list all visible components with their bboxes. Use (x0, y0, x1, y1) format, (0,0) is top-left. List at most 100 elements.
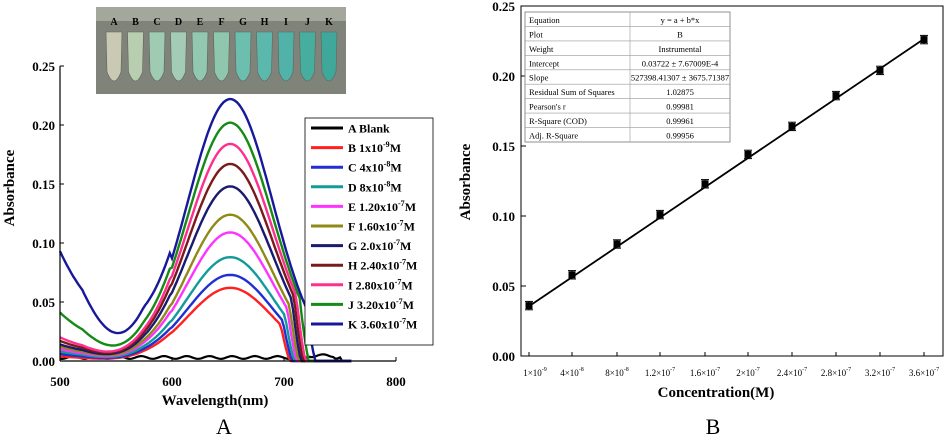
series-line (59, 121, 352, 363)
legend-item: G 2.0x10-7M (311, 238, 411, 253)
table-key: Pearson's r (529, 102, 566, 112)
vial-label: B (132, 17, 139, 28)
x-tick-label: 1.6×10-7 (690, 367, 720, 378)
vial: A (105, 17, 123, 82)
x-tick-label: 3.2×10-7 (865, 367, 895, 378)
x-tick-label: 700 (274, 374, 294, 389)
data-point (744, 149, 752, 160)
y-tick-label: 0.20 (492, 69, 515, 84)
fit-line (528, 38, 925, 308)
vial-tube (277, 31, 295, 82)
point-marker (832, 92, 840, 100)
legend-label: H 2.40x10-7M (348, 258, 417, 273)
vial-tube (148, 31, 166, 82)
vial-label: C (153, 17, 160, 28)
vial-label: A (110, 17, 118, 28)
legend-label: F 1.60x10-7M (348, 219, 415, 234)
data-point (920, 34, 928, 45)
vial-tube (256, 31, 273, 82)
table-row: Equation y = a + b*x (529, 15, 700, 25)
legend-item: E 1.20x10-7M (311, 199, 416, 214)
x-axis-title: Concentration(M) (658, 385, 775, 401)
vial-label: D (175, 17, 182, 28)
vial-label: E (197, 17, 204, 28)
y-tick-label: 0.10 (32, 236, 55, 251)
legend: A Blank B 1x10-9M C 4x10-8M D 8x10-8M E 1.20… (304, 117, 434, 346)
table-key: Slope (529, 73, 549, 83)
data-point (832, 90, 840, 101)
legend-item: H 2.40x10-7M (311, 258, 417, 273)
panel-label-b: B (706, 414, 721, 439)
data-point (613, 239, 621, 249)
table-row: Adj. R-Square 0.99956 (525, 127, 730, 141)
vial: D (170, 17, 187, 82)
vial-label: F (218, 17, 224, 28)
panel-label-a: A (216, 414, 232, 439)
series-line (58, 97, 352, 363)
table-value: Instrumental (659, 44, 703, 54)
legend-item: J 3.20x10-7M (311, 297, 414, 312)
legend-label: G 2.0x10-7M (348, 238, 411, 253)
legend-item: B 1x10-9M (311, 140, 401, 155)
table-value: 0.99981 (666, 102, 694, 112)
vial: J (299, 17, 316, 82)
table-key: Residual Sum of Squares (529, 87, 615, 97)
plot-frame (520, 5, 944, 357)
data-point (701, 179, 709, 189)
y-tick-label: 0.05 (492, 279, 515, 294)
legend-item: D 8x10-8M (311, 179, 402, 194)
point-marker (613, 240, 621, 248)
table-value: y = a + b*x (661, 15, 701, 25)
vial-tube (234, 31, 252, 82)
legend-label: I 2.80x10-7M (348, 277, 413, 292)
vial-label: K (325, 17, 333, 28)
legend-label: D 8x10-8M (348, 179, 402, 194)
calibration-chart: 0.00 0.05 0.10 0.15 0.20 0.25 1×10-9 4×10-8 8×10… (458, 0, 944, 439)
vial-photo: A B C D E F G H I J K (96, 7, 346, 94)
table-value: 527398.41307 ± 3675.71387 (631, 73, 729, 83)
y-tick-label: 0.00 (492, 349, 515, 364)
table-value: 0.03722 ± 7.67009E-4 (642, 58, 719, 68)
photo-top-band (96, 7, 346, 21)
vial-tube (105, 31, 123, 82)
vial-label: H (261, 17, 269, 28)
series-line (59, 142, 352, 363)
y-tick-label: 0.15 (32, 177, 55, 192)
fit-statistics-table: Equation y = a + b*x Plot B Weight Instrument… (524, 11, 731, 143)
table-key: R-Square (COD) (529, 116, 587, 126)
y-tick-label: 0.25 (492, 0, 515, 14)
legend-box (304, 117, 434, 346)
vial: I (277, 17, 295, 82)
point-marker (920, 36, 928, 44)
point-marker (656, 211, 664, 219)
table-value: 0.99961 (666, 116, 694, 126)
legend-label: J 3.20x10-7M (348, 297, 414, 312)
table-key: Intercept (529, 58, 560, 68)
table-row: Residual Sum of Squares 1.02875 (525, 83, 730, 97)
vial-tube (299, 31, 316, 82)
vial: H (256, 17, 273, 82)
x-tick-label: 1×10-9 (523, 367, 547, 378)
x-axis-title: Wavelength(nm) (162, 393, 269, 409)
x-tick-label: 8×10-8 (605, 367, 629, 378)
vial-tube (191, 31, 209, 82)
vial-tube (127, 31, 144, 82)
y-tick-label: 0.10 (492, 209, 515, 224)
vial: K (320, 17, 338, 82)
y-tick-label: 0.05 (32, 295, 55, 310)
vial: B (127, 17, 144, 82)
vial-label: G (239, 17, 247, 28)
vial: G (234, 17, 252, 82)
y-tick-label: 0.20 (32, 118, 55, 133)
point-marker (788, 122, 796, 130)
legend-item: K 3.60x10-7M (311, 317, 417, 332)
y-tick-label: 0.15 (492, 139, 515, 154)
vial: C (148, 17, 166, 82)
data-point (656, 209, 664, 220)
point-marker (568, 271, 576, 279)
legend-item: C 4x10-8M (311, 160, 402, 175)
table-value: B (677, 29, 683, 39)
point-marker (876, 66, 884, 74)
data-point (788, 121, 796, 132)
